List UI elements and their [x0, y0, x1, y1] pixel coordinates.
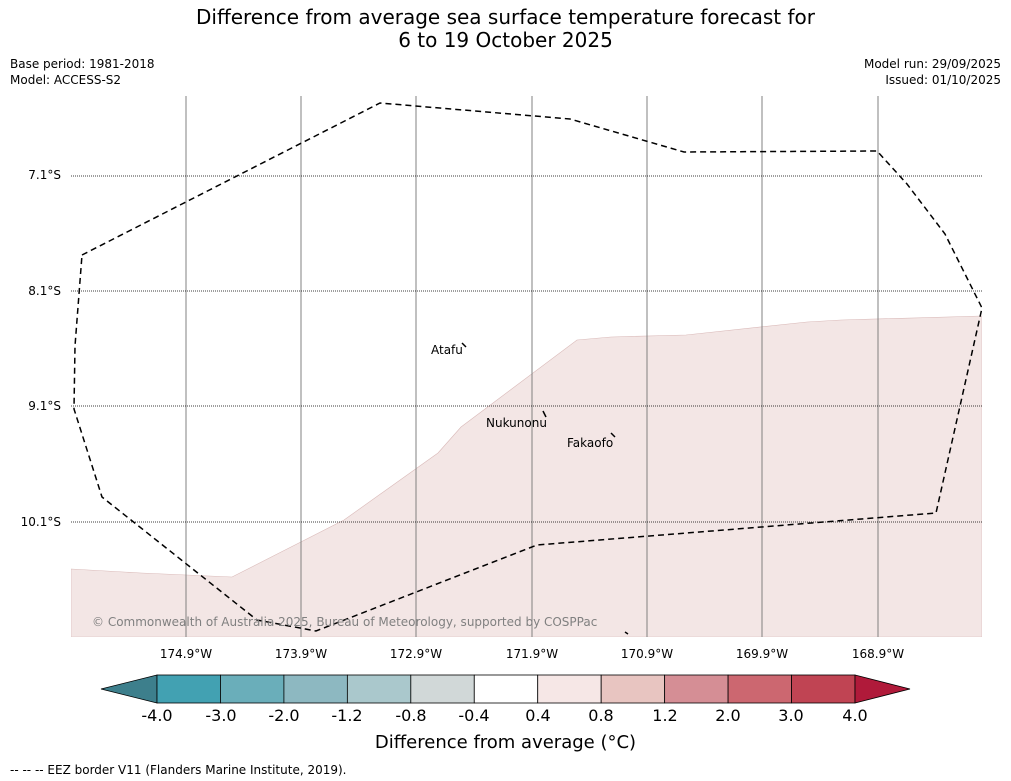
place-label-nukunonu: Nukunonu [486, 416, 547, 430]
lat-label-10-1: 10.1°S [20, 515, 61, 529]
copyright-notice: © Commonwealth of Australia 2025, Bureau… [92, 615, 598, 629]
place-label-atafu: Atafu [431, 343, 463, 357]
eez-border [73, 102, 982, 632]
positive-anomaly-region [71, 315, 982, 637]
colorbar-bin [727, 674, 792, 704]
colorbar-tick: 0.8 [588, 706, 614, 725]
title-line-2: 6 to 19 October 2025 [398, 28, 613, 52]
colorbar-bin [156, 674, 221, 704]
colorbar-tick: -0.8 [395, 706, 427, 725]
lat-label-8-1: 8.1°S [28, 284, 61, 298]
place-label-fakaofo: Fakaofo [567, 436, 614, 450]
colorbar [100, 674, 911, 704]
colorbar-bin [410, 674, 475, 704]
map-panel [71, 96, 982, 637]
colorbar-label: Difference from average (°C) [374, 732, 637, 753]
colorbar-bin [283, 674, 348, 704]
meta-right: Model run: 29/09/2025 Issued: 01/10/2025 [864, 56, 1001, 88]
fakaofo-island [610, 432, 616, 438]
lon-label-168-9: 168.9°W [851, 647, 905, 661]
colorbar-bin [791, 674, 856, 704]
longitude-gridlines [185, 96, 879, 637]
chart-title: Difference from average sea surface temp… [0, 6, 1011, 52]
colorbar-under-arrow [100, 674, 158, 704]
model-run: Model run: 29/09/2025 [863, 57, 1001, 71]
base-period: Base period: 1981-2018 [10, 57, 155, 71]
lon-label-170-9: 170.9°W [620, 647, 674, 661]
lon-label-173-9: 173.9°W [274, 647, 328, 661]
lon-label-169-9: 169.9°W [735, 647, 789, 661]
colorbar-bin [664, 674, 729, 704]
colorbar-tick: 3.0 [778, 706, 804, 725]
lon-label-172-9: 172.9°W [389, 647, 443, 661]
swains-island [624, 631, 629, 635]
colorbar-bin [600, 674, 666, 704]
meta-left: Base period: 1981-2018 Model: ACCESS-S2 [10, 56, 155, 88]
lon-label-174-9: 174.9°W [159, 647, 213, 661]
colorbar-bin [537, 674, 602, 704]
colorbar-tick: 1.2 [652, 706, 678, 725]
colorbar-tick: 4.0 [842, 706, 868, 725]
colorbar-tick: -1.2 [331, 706, 363, 725]
colorbar-tick: -2.0 [268, 706, 300, 725]
colorbar-tick: 0.4 [525, 706, 551, 725]
colorbar-bin [346, 674, 412, 704]
lat-label-7-1: 7.1°S [28, 168, 61, 182]
colorbar-tick: 2.0 [715, 706, 741, 725]
atafu-island [461, 342, 467, 348]
footer-note: -- -- -- EEZ border V11 (Flanders Marine… [10, 763, 347, 777]
title-line-1: Difference from average sea surface temp… [195, 5, 815, 29]
colorbar-tick: -4.0 [141, 706, 173, 725]
lat-label-9-1: 9.1°S [28, 399, 61, 413]
model-name: Model: ACCESS-S2 [10, 73, 122, 87]
colorbar-tick: -3.0 [205, 706, 237, 725]
issued-date: Issued: 01/10/2025 [885, 73, 1001, 87]
colorbar-over-arrow [854, 674, 911, 704]
colorbar-tick: -0.4 [458, 706, 490, 725]
lon-label-171-9: 171.9°W [505, 647, 559, 661]
nukunonu-island [542, 410, 547, 418]
colorbar-bin [220, 674, 285, 704]
colorbar-bin [473, 674, 539, 704]
